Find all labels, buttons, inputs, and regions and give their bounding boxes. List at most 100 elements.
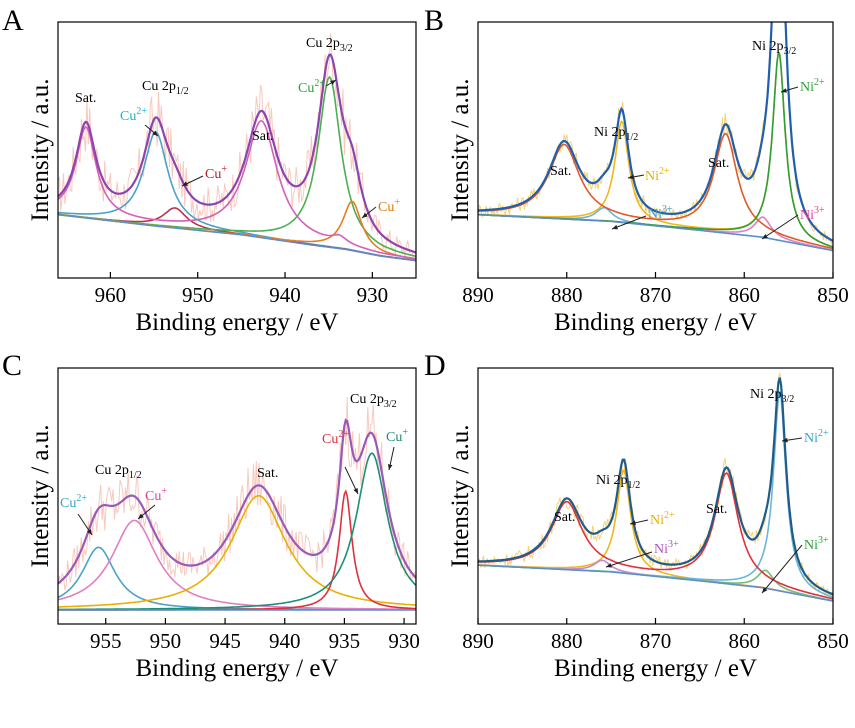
annotation-label: Sat. [708, 156, 729, 171]
x-tick-label: 870 [640, 283, 672, 307]
annotation-arrow [605, 551, 653, 568]
annotation-label: Ni 2p3/2 [750, 387, 794, 405]
annotation-arrowhead [330, 80, 336, 85]
x-tick-label: 890 [462, 629, 494, 653]
component-line-1 [58, 519, 416, 610]
annotation-label: Sat. [75, 91, 96, 106]
component-line-2 [58, 75, 416, 258]
background-line [58, 214, 416, 262]
annotation-arrowhead [612, 224, 618, 230]
x-tick-label: 860 [729, 629, 761, 653]
panel-label: C [2, 349, 22, 382]
envelope-line [478, 22, 833, 242]
x-axis-title: Binding energy / eV [554, 655, 757, 682]
annotation-label: Sat. [252, 129, 273, 144]
annotation-arrowhead [762, 233, 768, 239]
component-line-0 [478, 469, 833, 602]
annotation-label: Cu 2p3/2 [306, 36, 353, 54]
annotation-label: Cu+ [386, 427, 408, 445]
annotation-label: Ni2+ [650, 510, 675, 528]
panel-label: A [2, 4, 24, 37]
envelope-line [478, 377, 833, 596]
component-line-4 [478, 472, 833, 600]
x-tick-label: 940 [269, 283, 301, 307]
y-axis-title: Intensity / a.u. [27, 78, 54, 221]
annotation-label: Cu2+ [60, 493, 87, 511]
x-tick-label: 960 [95, 283, 127, 307]
component-line-2 [58, 495, 416, 608]
annotation-label: Ni 2p1/2 [594, 125, 638, 143]
x-tick-label: 880 [551, 283, 583, 307]
x-tick-label: 940 [269, 629, 301, 653]
x-tick-label: 945 [209, 629, 241, 653]
annotation-label: Ni 2p3/2 [752, 39, 796, 57]
x-tick-label: 880 [551, 629, 583, 653]
x-axis-title: Binding energy / eV [554, 309, 757, 336]
annotation-label: Cu+ [145, 486, 167, 504]
annotation-label: Ni 2p1/2 [596, 473, 640, 491]
annotation-label: Cu+ [378, 197, 400, 215]
annotation-label: Cu2+ [298, 78, 325, 96]
annotation-label: Ni2+ [800, 77, 825, 95]
annotation-arrowhead [781, 88, 787, 93]
raw-spectrum [478, 22, 833, 245]
x-tick-label: 930 [357, 283, 389, 307]
x-tick-label: 850 [817, 283, 849, 307]
annotation-arrowhead [353, 488, 358, 494]
annotation-arrowhead [182, 181, 188, 186]
annotation-label: Ni2+ [804, 428, 829, 446]
annotation-arrowhead [86, 529, 92, 535]
panel-C: 955 950 945 940 935 930 Binding energy / eV Int… [2, 349, 420, 682]
y-axis-title: Intensity / a.u. [447, 78, 474, 221]
x-tick-label: 955 [90, 629, 122, 653]
component-line-4 [58, 120, 416, 260]
annotation-arrowhead [138, 513, 144, 519]
raw-spectrum [58, 397, 416, 590]
background-line [478, 564, 833, 602]
plot-area [58, 33, 416, 262]
annotation-label: Cu2+ [120, 106, 147, 124]
annotation-arrowhead [362, 212, 368, 218]
annotation-arrowhead [762, 587, 768, 593]
annotation-label: Ni3+ [804, 535, 829, 553]
annotation-arrowhead [606, 563, 612, 568]
annotation-arrow [611, 215, 647, 230]
x-tick-label: 850 [817, 629, 849, 653]
annotation-label: Ni3+ [648, 204, 673, 222]
envelope-line [58, 418, 416, 585]
panel-A: 960 950 940 930 Binding energy / eV Intensity… [2, 4, 417, 336]
x-tick-label: 930 [388, 629, 420, 653]
envelope-line [58, 53, 416, 254]
annotation-label: Ni3+ [654, 539, 679, 557]
y-axis-title: Intensity / a.u. [447, 424, 474, 567]
panel-D: 890 880 870 860 850 Binding energy / eV Intens… [424, 349, 849, 682]
annotation-label: Sat. [554, 510, 575, 525]
annotation-arrowhead [630, 520, 636, 526]
x-axis-title: Binding energy / eV [136, 309, 339, 336]
x-tick-label: 950 [182, 283, 214, 307]
annotation-label: Cu+ [205, 164, 227, 182]
annotation-label: Cu 2p1/2 [95, 463, 142, 481]
annotation-arrowhead [782, 437, 788, 443]
component-line-4 [58, 452, 416, 611]
plot-frame [57, 367, 417, 625]
panel-label: D [424, 349, 446, 382]
annotation-label: Cu2+ [322, 429, 349, 447]
plot-frame [57, 21, 417, 279]
annotation-arrowhead [387, 464, 393, 470]
panel-B: 890 880 870 860 850 Binding energy / eV Intens… [424, 4, 849, 336]
background-line [478, 214, 833, 252]
raw-spectrum [478, 372, 833, 599]
annotation-arrowhead [628, 174, 634, 180]
annotation-label: Cu 2p1/2 [142, 79, 189, 97]
x-tick-label: 950 [150, 629, 182, 653]
plot-area [478, 372, 833, 602]
x-tick-label: 890 [462, 283, 494, 307]
x-tick-label: 870 [640, 629, 672, 653]
x-tick-label: 860 [729, 283, 761, 307]
annotation-label: Ni2+ [645, 166, 670, 184]
annotation-label: Cu 2p3/2 [350, 392, 397, 410]
annotation-arrow [761, 544, 803, 594]
annotation-label: Ni3+ [800, 205, 825, 223]
